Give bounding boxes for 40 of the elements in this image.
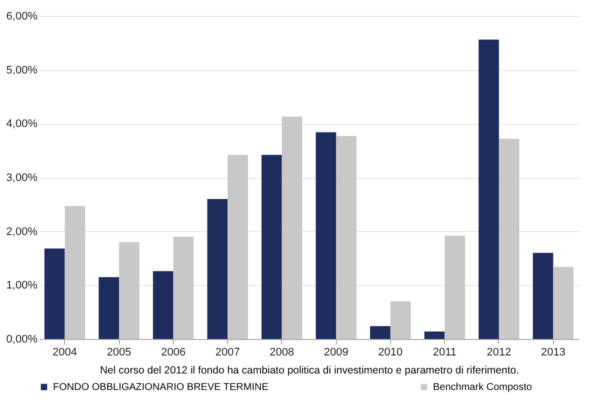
bar [444,236,466,339]
bar [228,154,248,339]
y-tick-label: 5,00% [6,64,38,76]
bar [553,266,574,339]
bar [173,236,194,339]
x-tick-label: 2007 [215,346,240,358]
text: Nel corso del 2012 il fondo ha cambiato politica di investimento e parametro di riferimento. [100,364,520,376]
bar [532,252,554,339]
bar [370,326,390,339]
x-tick-label: 2009 [324,346,348,358]
bar [336,136,356,339]
bar [262,154,282,339]
x-tick-label: 2011 [432,346,457,358]
x-tick-label: 2012 [486,346,512,358]
bar [119,242,140,339]
bar [390,301,411,339]
legend-label: FONDO OBBLIGAZIONARIO BREVE TERMINE [53,382,269,393]
bar [207,199,228,339]
bar [44,248,65,339]
x-tick-label: 2008 [270,346,294,358]
bar [98,277,120,339]
x-tick-label: 2005 [106,346,132,358]
x-tick-label: 2010 [378,346,403,358]
bar [152,271,174,339]
bar [424,331,445,339]
x-tick-label: 2006 [161,346,186,358]
bar [478,40,499,339]
bar [316,132,336,339]
bar [282,116,302,339]
bar [498,138,520,339]
y-tick-label: 3,00% [6,172,38,184]
bar [64,206,86,339]
y-tick-label: 1,00% [6,280,38,292]
y-tick-label: 0,00% [6,334,38,346]
legend-label: Benchmark Composto [433,382,532,393]
x-tick-label: 2004 [52,346,78,358]
y-tick-label: 2,00% [6,226,38,238]
y-tick-label: 4,00% [6,118,38,130]
y-tick-label: 6,00% [6,10,38,22]
x-tick-label: 2013 [540,346,566,358]
